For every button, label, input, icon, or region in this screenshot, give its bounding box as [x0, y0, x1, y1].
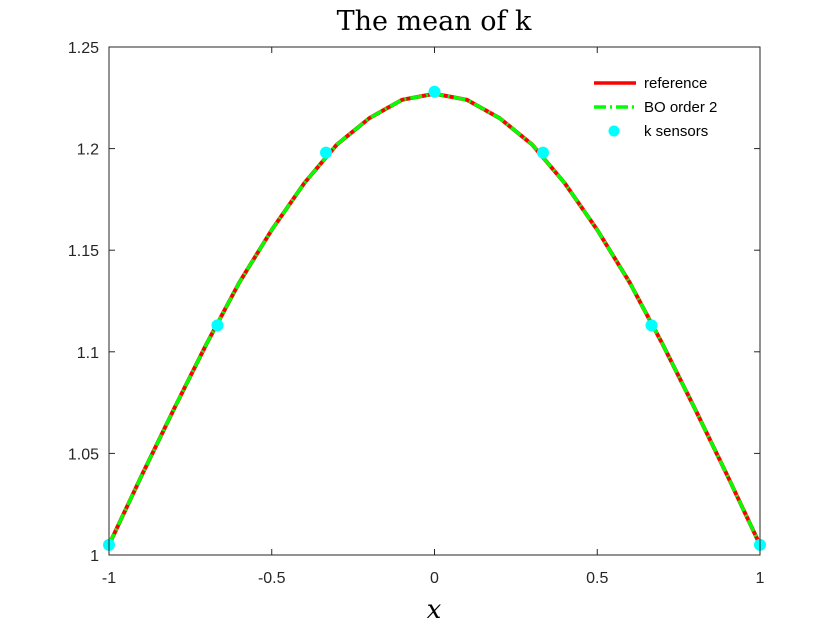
series-layer	[103, 85, 766, 551]
y-tick-label: 1.1	[77, 345, 99, 362]
k-sensors-marker	[645, 319, 658, 332]
y-tick-label: 1	[90, 548, 99, 565]
k-sensors-marker	[320, 146, 333, 159]
x-tick-label: 0.5	[586, 570, 608, 587]
y-tick-label: 1.25	[68, 40, 99, 57]
x-tick-label: 0	[430, 570, 439, 587]
axes-box	[108, 46, 761, 556]
x-axis-label: x	[427, 595, 442, 625]
legend-swatch-k-sensors	[608, 125, 620, 137]
k-sensors-marker	[211, 319, 224, 332]
k-sensors-marker	[428, 85, 441, 98]
chart-title: The mean of k	[337, 6, 532, 37]
legend-label-bo-order-2: BO order 2	[644, 99, 717, 116]
legend: reference BO order 2 k sensors	[584, 67, 750, 145]
tick-labels: -1 -0.5 0 0.5 1 1 1.05 1.1 1.15 1.2 1.25	[68, 40, 765, 587]
x-tick-label: -0.5	[258, 570, 286, 587]
x-tick-label: -1	[102, 570, 116, 587]
y-tick-label: 1.2	[77, 142, 99, 159]
k-sensors-marker	[536, 146, 549, 159]
legend-label-k-sensors: k sensors	[644, 123, 708, 140]
y-tick-label: 1.05	[68, 446, 99, 463]
x-tick-label: 1	[756, 570, 765, 587]
y-tick-label: 1.15	[68, 243, 99, 260]
legend-label-reference: reference	[644, 75, 707, 92]
